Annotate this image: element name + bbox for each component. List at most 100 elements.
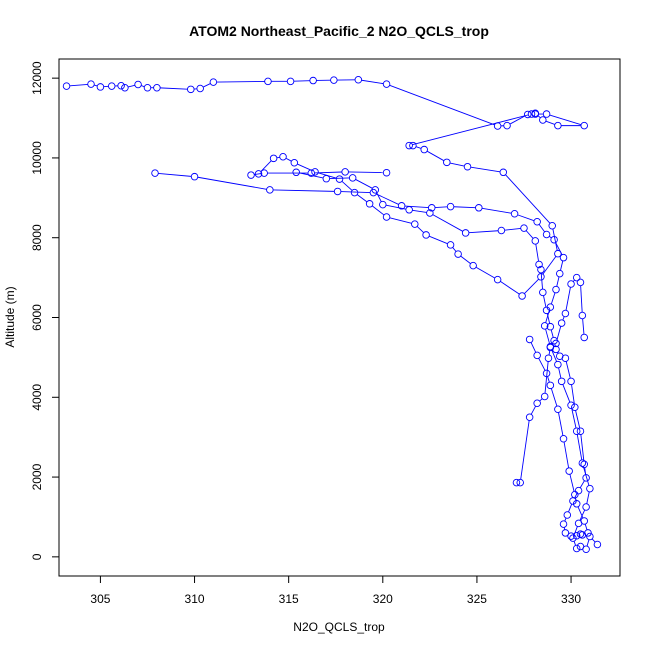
data-point: [556, 269, 564, 278]
data-point: [461, 229, 470, 237]
series-segment: [285, 157, 292, 162]
data-point: [580, 333, 588, 342]
data-point: [520, 224, 528, 232]
series-segment: [517, 214, 535, 222]
data-point: [576, 427, 585, 435]
series-segment: [582, 318, 585, 335]
data-point: [561, 309, 570, 318]
data-point: [557, 377, 566, 386]
series-segment: [538, 224, 545, 233]
y-tick-label: 2000: [30, 463, 44, 490]
y-tick-label: 8000: [30, 224, 44, 251]
series-segment: [94, 84, 98, 87]
data-point: [143, 83, 152, 92]
data-point: [266, 186, 274, 194]
data-point: [187, 85, 195, 94]
data-point: [96, 83, 105, 91]
series-segment: [577, 506, 584, 519]
data-point: [117, 81, 125, 90]
data-point: [254, 170, 263, 178]
series-segment: [580, 434, 585, 462]
series-segment: [538, 358, 546, 371]
series-segment: [575, 497, 577, 501]
series-segment: [371, 205, 385, 216]
series-segment: [579, 509, 586, 521]
chart-title: ATOM2 Northeast_Pacific_2 N2O_QCLS_trop: [189, 23, 489, 39]
data-point: [499, 168, 508, 177]
data-point: [348, 174, 357, 182]
series-segment: [545, 120, 555, 125]
data-point: [546, 343, 555, 352]
data-point: [446, 241, 455, 249]
series-segment: [547, 376, 550, 383]
data-point: [269, 154, 278, 163]
series-segment: [509, 115, 526, 125]
data-point: [379, 200, 387, 209]
data-point: [196, 84, 204, 93]
data-point: [548, 221, 556, 230]
series-segment: [460, 255, 471, 264]
series-segment: [500, 281, 520, 295]
data-point: [382, 213, 391, 221]
data-point: [279, 152, 287, 161]
x-tick-label: 310: [185, 592, 205, 606]
series-segment: [415, 146, 422, 149]
series-segment: [573, 541, 576, 546]
data-point: [190, 172, 199, 181]
data-point: [561, 529, 570, 537]
x-axis-label: N2O_QCLS_trop: [293, 620, 385, 634]
series-segment: [435, 206, 448, 209]
data-point: [540, 322, 549, 330]
series-segment: [575, 410, 581, 429]
data-point: [426, 209, 434, 217]
data-point: [512, 478, 521, 487]
data-point: [539, 288, 547, 297]
data-point: [537, 265, 545, 274]
series-segment: [568, 503, 573, 513]
data-point: [469, 261, 477, 270]
y-tick-label: 6000: [30, 304, 44, 331]
series-segment: [452, 247, 457, 252]
series-segment: [586, 539, 590, 547]
y-tick-label: 12000: [30, 61, 44, 95]
plot-frame: [58, 58, 621, 577]
data-point: [335, 175, 344, 183]
data-point: [121, 83, 129, 92]
data-point: [463, 162, 472, 171]
data-point: [427, 204, 436, 212]
series-segment: [293, 80, 310, 82]
data-point: [153, 83, 161, 92]
data-point: [584, 529, 592, 537]
series-segment: [355, 179, 373, 189]
data-point: [493, 275, 502, 284]
data-point: [107, 82, 116, 90]
data-point: [546, 381, 555, 390]
data-point: [503, 121, 511, 130]
data-series: [151, 169, 602, 554]
data-point: [397, 202, 406, 210]
data-point: [354, 75, 363, 84]
series-segment: [539, 398, 543, 402]
series-segment: [530, 405, 536, 415]
data-point: [582, 545, 590, 554]
data-point: [550, 235, 558, 244]
series-segment: [385, 204, 407, 210]
data-point: [493, 122, 502, 130]
series-segment: [584, 467, 587, 475]
series-segment: [573, 526, 578, 536]
series-segment: [475, 266, 495, 279]
data-point: [411, 220, 419, 228]
data-point: [382, 80, 391, 88]
data-point: [574, 486, 583, 495]
series-segment: [453, 206, 476, 209]
series-layer: [62, 75, 602, 554]
data-point: [311, 168, 319, 176]
data-point: [409, 141, 417, 150]
data-point: [567, 280, 575, 288]
data-point: [531, 237, 540, 245]
data-point: [567, 532, 575, 540]
data-point: [582, 474, 590, 482]
data-point: [578, 311, 587, 320]
series-segment: [470, 166, 501, 173]
data-point: [420, 145, 428, 154]
